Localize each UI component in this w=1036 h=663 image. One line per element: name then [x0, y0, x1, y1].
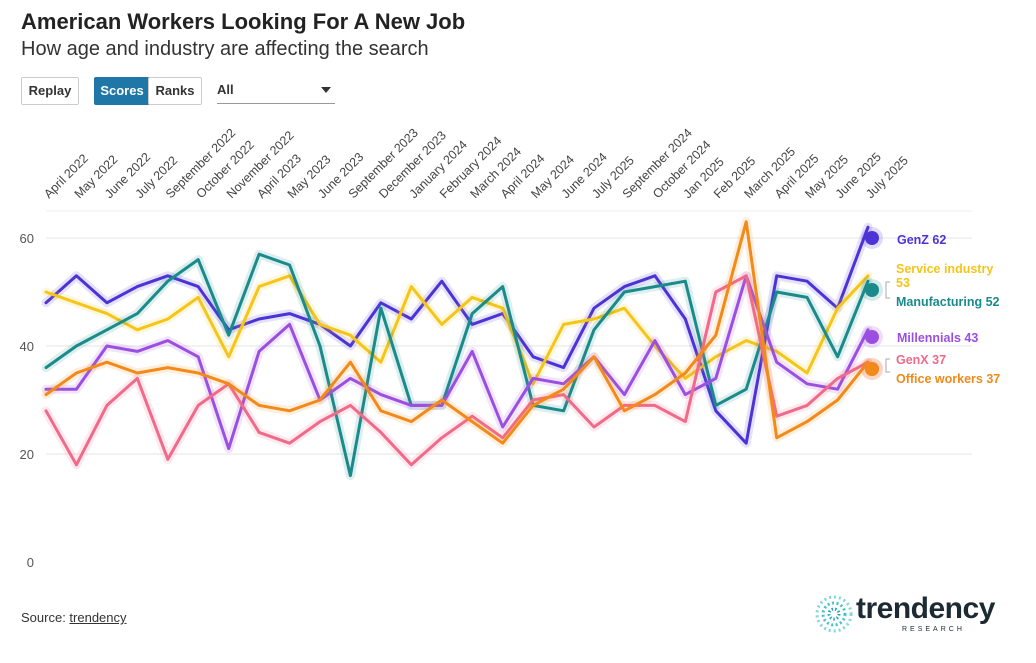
series-line: [44, 252, 870, 478]
logo-mark-icon: [815, 595, 853, 633]
filter-dropdown[interactable]: All: [217, 77, 335, 104]
trendency-logo: trendency RESEARCH: [814, 592, 1014, 636]
label-connector: [885, 358, 890, 373]
end-point-marker: [865, 231, 879, 245]
y-tick-label: 0: [27, 555, 34, 570]
logo-subtext: RESEARCH: [902, 626, 965, 633]
series-line: [44, 220, 870, 445]
filter-dropdown-value: All: [217, 82, 234, 97]
end-point-marker: [865, 330, 879, 344]
logo-wordmark: trendency: [856, 592, 995, 625]
y-tick-label: 60: [20, 231, 34, 246]
series-line: [44, 274, 870, 451]
series-line: [44, 274, 870, 386]
end-label: GenX 37: [896, 353, 946, 367]
source-link[interactable]: trendency: [69, 610, 127, 625]
replay-button[interactable]: Replay: [21, 77, 79, 105]
chart-title: American Workers Looking For A New Job: [21, 9, 466, 34]
ranks-toggle-button[interactable]: Ranks: [148, 77, 202, 105]
end-label: GenZ 62: [897, 233, 946, 247]
end-label: Office workers 37: [896, 372, 1000, 386]
series-line: [44, 225, 870, 445]
chart-subtitle: How age and industry are affecting the s…: [21, 38, 429, 60]
y-tick-label: 40: [20, 339, 34, 354]
end-point-marker: [865, 362, 879, 376]
y-tick-label: 20: [20, 447, 34, 462]
source-note: Source: trendency: [21, 610, 127, 625]
end-point-marker: [865, 283, 879, 297]
end-label: Millennials 43: [897, 331, 978, 345]
chevron-down-icon: [321, 87, 331, 93]
scores-toggle-button[interactable]: Scores: [94, 77, 150, 105]
end-label: Manufacturing 52: [896, 295, 1000, 309]
source-prefix: Source:: [21, 610, 70, 625]
end-label: 53: [896, 276, 910, 290]
end-label: Service industry: [896, 262, 993, 276]
label-connector: [885, 281, 890, 299]
